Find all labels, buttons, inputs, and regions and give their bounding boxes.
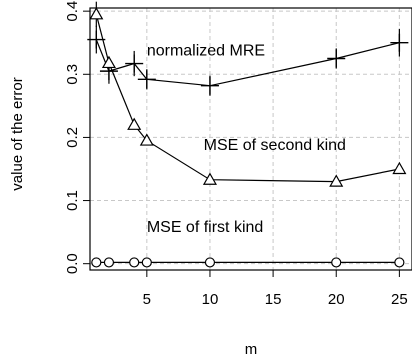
series-triangle	[89, 1, 407, 187]
y-tick-label: 0.1	[64, 190, 81, 211]
annotations-layer: normalized MRE MSE of second kind MSE of f…	[147, 42, 346, 236]
data-point-triangle	[89, 7, 104, 20]
data-point-circle	[394, 257, 405, 268]
data-point-triangle	[329, 174, 344, 187]
y-tick-label: 0.3	[64, 64, 81, 85]
y-axis: 0.0 0.1 0.2 0.3 0.4	[64, 1, 90, 274]
data-point-triangle	[392, 161, 407, 175]
data-point-plus	[200, 76, 219, 95]
x-tick-label: 5	[143, 291, 151, 308]
data-point-plus	[327, 49, 346, 68]
data-point-circle	[103, 257, 115, 268]
series-plus	[87, 25, 409, 96]
x-axis: 5 10 15 20 25	[143, 270, 408, 308]
data-point-plus	[137, 70, 156, 89]
data-point-circle	[91, 257, 102, 268]
x-axis-title: m	[245, 341, 258, 358]
data-point-circle	[331, 257, 342, 268]
data-point-circle	[204, 257, 216, 268]
data-point-circle	[141, 257, 152, 268]
data-point-triangle	[202, 172, 217, 185]
annotation-label: MSE of second kind	[204, 137, 346, 154]
data-point-triangle	[139, 133, 154, 146]
data-point-plus	[125, 54, 144, 73]
annotation-label: MSE of first kind	[147, 219, 263, 236]
x-tick-label: 10	[202, 291, 219, 308]
series-layer	[87, 1, 409, 268]
annotation-label: normalized MRE	[147, 42, 265, 59]
data-point-triangle	[127, 117, 142, 130]
data-point-circle	[129, 257, 140, 268]
x-tick-label: 25	[391, 291, 408, 308]
y-tick-label: 0.4	[64, 1, 81, 22]
y-tick-label: 0.0	[64, 253, 81, 274]
plot-frame	[89, 7, 412, 271]
series-circle	[91, 257, 405, 268]
series-line	[95, 14, 400, 183]
data-point-plus	[390, 33, 409, 52]
x-tick-label: 20	[328, 291, 345, 308]
x-tick-label: 15	[265, 291, 282, 308]
y-axis-title: value of the error	[9, 77, 26, 190]
data-point-triangle	[101, 55, 116, 69]
y-tick-label: 0.2	[64, 127, 81, 148]
